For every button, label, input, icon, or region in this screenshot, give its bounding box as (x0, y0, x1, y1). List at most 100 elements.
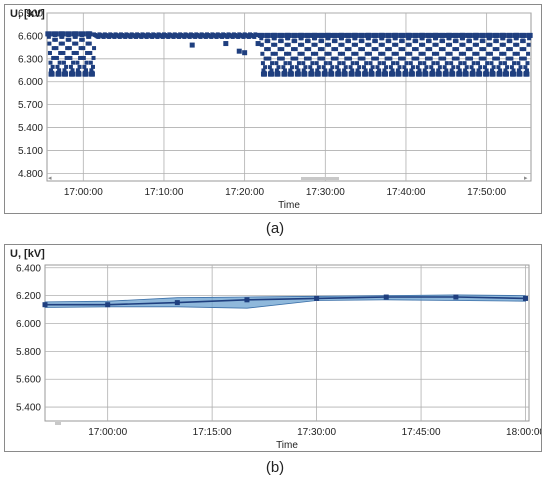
data-point (134, 34, 139, 39)
data-point (53, 37, 58, 42)
data-point (355, 68, 360, 73)
data-point (417, 61, 422, 66)
data-point (485, 61, 490, 66)
voltage-scatter-chart: 6.900 6.600 6.300 6.000 5.700 5.400 5.100 4.800… (10, 8, 533, 211)
data-point (73, 34, 78, 39)
data-point (51, 46, 56, 51)
data-point (282, 68, 287, 73)
data-point (503, 68, 508, 73)
data-point (390, 71, 396, 77)
data-point (438, 47, 443, 52)
data-point (490, 68, 495, 73)
data-point (274, 61, 279, 66)
data-point (428, 56, 433, 61)
x-axis-label: Time (276, 440, 298, 451)
data-point (61, 50, 66, 55)
data-point (324, 42, 329, 47)
data-point (182, 34, 187, 39)
data-point (375, 65, 380, 70)
data-point (357, 65, 362, 70)
data-point (387, 39, 392, 44)
data-point (300, 42, 305, 47)
data-point (434, 36, 439, 41)
data-point (433, 32, 440, 38)
data-point (287, 61, 292, 66)
data-point (293, 39, 298, 44)
data-point (344, 56, 349, 61)
data-point (519, 47, 524, 52)
data-point (350, 68, 355, 73)
data-point (246, 34, 251, 39)
data-point (390, 68, 395, 73)
data-point (368, 61, 373, 66)
data-point (76, 71, 82, 77)
data-point (299, 36, 304, 41)
data-point (67, 46, 72, 51)
data-point (81, 46, 86, 51)
data-point (458, 51, 463, 56)
data-point (407, 42, 412, 47)
data-point (266, 47, 271, 52)
data-point (442, 56, 447, 61)
data-point (264, 47, 269, 52)
data-point (306, 39, 311, 44)
data-point (57, 60, 62, 65)
data-point (401, 56, 406, 61)
y-tick-label: 4.800 (18, 169, 43, 180)
data-point (467, 39, 472, 44)
x-tick-label: 17:50:00 (467, 187, 506, 198)
data-point (522, 47, 527, 52)
data-point (374, 47, 379, 52)
data-point (370, 65, 375, 70)
data-point (489, 61, 494, 66)
data-point (430, 68, 435, 73)
data-point (337, 51, 342, 56)
data-point (508, 47, 513, 52)
data-point (325, 32, 332, 38)
data-point (518, 65, 523, 70)
data-point (328, 61, 333, 66)
data-point (399, 32, 406, 38)
data-point (74, 50, 79, 55)
data-point (80, 37, 85, 42)
data-point (328, 68, 333, 73)
data-point (171, 34, 176, 39)
data-point (271, 42, 276, 47)
x-tick-label: 17:20:00 (225, 187, 264, 198)
y-tick-label: 6.300 (18, 54, 43, 65)
data-point (472, 42, 477, 47)
data-point (437, 65, 442, 70)
data-point (395, 61, 400, 66)
data-point (371, 56, 376, 61)
data-point (458, 61, 463, 66)
data-point (418, 51, 423, 56)
data-point (358, 47, 363, 52)
data-point (65, 46, 70, 51)
data-point (519, 56, 524, 61)
data-point (244, 297, 250, 303)
data-point (286, 36, 291, 41)
data-point (290, 56, 295, 61)
data-point (498, 61, 503, 66)
y-tick-label: 6.000 (18, 77, 43, 88)
data-point (57, 68, 62, 73)
data-point (478, 65, 483, 70)
data-point (513, 42, 518, 47)
data-point (421, 42, 426, 47)
data-point (441, 47, 446, 52)
data-point (419, 42, 424, 47)
data-point (379, 32, 386, 38)
data-point (79, 31, 86, 37)
data-point (391, 61, 396, 66)
y-tick-label: 6.000 (16, 319, 41, 330)
data-point (473, 32, 480, 38)
data-point (298, 42, 303, 47)
data-point (259, 36, 264, 41)
data-point (511, 68, 516, 73)
data-point (71, 50, 76, 55)
scrollbar-thumb (301, 177, 339, 180)
data-point (342, 68, 347, 73)
data-point (68, 55, 73, 60)
data-point (254, 33, 259, 38)
data-point (394, 51, 399, 56)
